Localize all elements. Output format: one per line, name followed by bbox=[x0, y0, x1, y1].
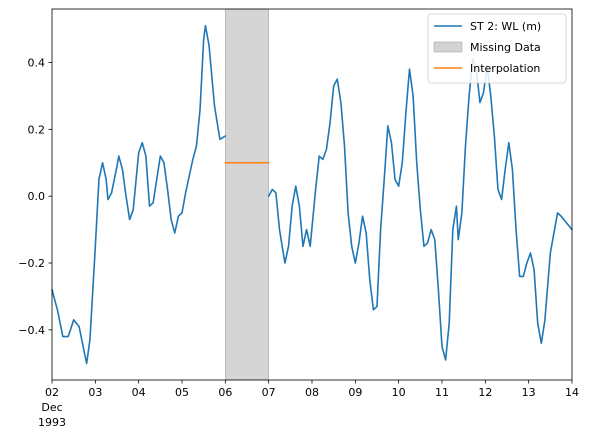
missing-data-layer bbox=[225, 8, 269, 381]
x-tick-label: 02 bbox=[45, 386, 59, 399]
x-tick-label: 11 bbox=[435, 386, 449, 399]
legend-box bbox=[427, 13, 567, 84]
legend-patch-swatch bbox=[433, 41, 463, 53]
y-tick-label: −0.4 bbox=[18, 324, 45, 337]
x-tick-label: 07 bbox=[262, 386, 276, 399]
x-tick-month-label: Dec bbox=[41, 401, 62, 414]
legend-label: Interpolation bbox=[470, 62, 540, 75]
x-tick-label: 13 bbox=[522, 386, 536, 399]
legend: ST 2: WL (m) Missing Data Interpolation bbox=[427, 13, 567, 84]
y-tick-label: 0.0 bbox=[28, 190, 46, 203]
water-level-line-segment-2 bbox=[267, 58, 573, 361]
x-tick-label: 06 bbox=[218, 386, 232, 399]
y-tick-label: 0.4 bbox=[28, 56, 46, 69]
y-tick-label: 0.2 bbox=[28, 123, 46, 136]
x-tick-label: 05 bbox=[175, 386, 189, 399]
missing-data-span bbox=[225, 8, 269, 381]
x-tick-year-label: 1993 bbox=[38, 416, 66, 429]
x-tick-label: 09 bbox=[348, 386, 362, 399]
series-layer bbox=[51, 24, 573, 365]
water-level-line-segment-1 bbox=[51, 24, 227, 365]
legend-label: Missing Data bbox=[470, 41, 541, 54]
x-tick-label: 04 bbox=[132, 386, 146, 399]
x-tick-label: 03 bbox=[88, 386, 102, 399]
x-tick-label: 12 bbox=[478, 386, 492, 399]
x-tick-label: 08 bbox=[305, 386, 319, 399]
x-tick-label: 10 bbox=[392, 386, 406, 399]
y-tick-label: −0.2 bbox=[18, 257, 45, 270]
axes-layer: −0.4 −0.2 0.0 0.2 0.4 02 Dec 1993 03 04 05 06 07 08 09… bbox=[18, 8, 579, 429]
x-tick-label: 14 bbox=[565, 386, 579, 399]
legend-label: ST 2: WL (m) bbox=[470, 20, 541, 33]
